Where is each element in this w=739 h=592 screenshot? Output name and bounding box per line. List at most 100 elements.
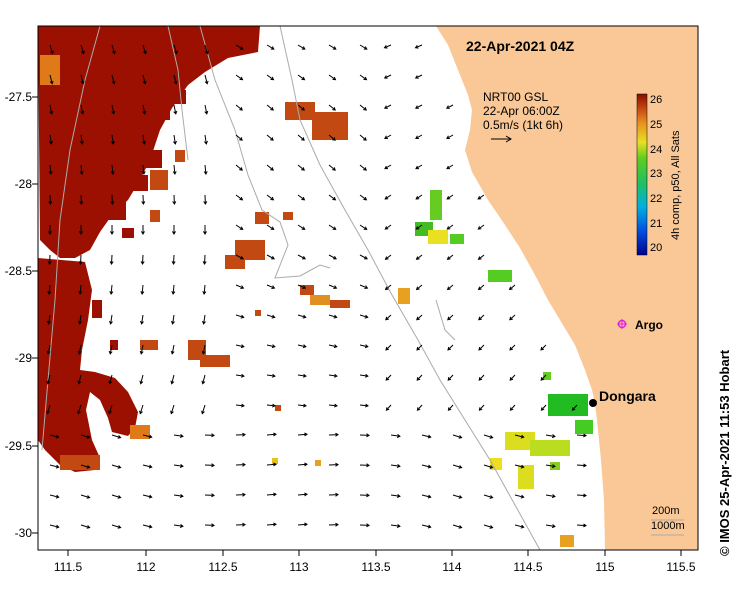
current-arrow-head xyxy=(304,462,308,467)
current-arrow-head xyxy=(384,195,389,200)
current-arrow-head xyxy=(385,346,390,351)
current-arrow xyxy=(297,284,306,289)
current-arrow-head xyxy=(242,432,246,437)
current-arrow-head xyxy=(551,494,556,499)
current-arrow-head xyxy=(239,107,243,111)
current-arrow-head xyxy=(364,285,369,289)
current-arrow-head xyxy=(571,407,576,411)
current-arrow xyxy=(297,523,308,526)
current-arrow-head xyxy=(363,76,368,81)
current-arrow xyxy=(111,434,121,439)
current-arrow-head xyxy=(55,494,60,499)
current-arrow xyxy=(540,344,547,351)
current-arrow-head xyxy=(86,525,91,529)
current-arrow-head xyxy=(478,407,483,411)
current-arrow xyxy=(47,344,51,354)
current-arrow-head xyxy=(47,290,52,295)
current-arrow xyxy=(266,493,277,496)
current-arrow xyxy=(79,284,82,295)
current-arrow-head xyxy=(78,290,83,295)
current-arrow-head xyxy=(109,261,114,265)
current-arrow-head xyxy=(583,433,587,438)
current-arrow xyxy=(359,134,367,141)
current-arrow-head xyxy=(478,316,482,321)
map-frame xyxy=(37,25,699,551)
current-arrow-head xyxy=(202,261,207,265)
credit-text: © IMOS 25-Apr-2021 11:53 Hobart xyxy=(717,349,732,556)
current-arrow-head xyxy=(332,196,337,201)
current-arrow-head xyxy=(427,434,432,439)
current-arrow-head xyxy=(240,255,244,260)
current-arrow xyxy=(541,404,547,411)
current-arrow-head xyxy=(385,316,389,321)
current-arrow xyxy=(109,374,113,384)
current-arrow xyxy=(415,164,423,170)
current-arrow-head xyxy=(242,522,246,527)
current-arrow xyxy=(266,134,274,141)
current-arrow xyxy=(80,134,83,144)
current-arrow-head xyxy=(477,195,482,200)
current-arrow-head xyxy=(478,377,483,381)
current-arrow-head xyxy=(49,80,54,85)
current-arrow xyxy=(359,104,367,111)
current-arrow-head xyxy=(148,464,153,469)
current-arrow-head xyxy=(415,195,420,200)
current-arrow xyxy=(142,104,146,114)
current-arrow xyxy=(173,464,183,467)
current-arrow xyxy=(202,344,206,354)
current-arrow-head xyxy=(364,255,368,260)
y-tick-label: -30 xyxy=(14,526,32,540)
current-arrow xyxy=(235,254,244,260)
current-arrow-head xyxy=(270,46,275,50)
current-arrow-head xyxy=(80,80,85,85)
current-arrow xyxy=(510,404,516,411)
current-arrow xyxy=(266,463,277,466)
current-arrow-head xyxy=(240,344,245,349)
current-arrow-head xyxy=(204,80,209,85)
current-arrow xyxy=(49,464,59,468)
current-arrow-head xyxy=(108,350,113,355)
current-arrow xyxy=(266,433,277,436)
map-title: 22-Apr-2021 04Z xyxy=(466,38,575,54)
current-arrow-head xyxy=(211,523,215,528)
x-tick-label: 112 xyxy=(136,560,156,574)
current-arrow xyxy=(266,164,274,171)
current-arrow-head xyxy=(273,432,277,437)
current-arrow xyxy=(514,434,524,438)
current-arrow xyxy=(203,314,206,324)
current-arrow xyxy=(478,284,485,290)
current-arrow-head xyxy=(48,171,53,175)
current-arrow-head xyxy=(332,76,337,81)
current-arrow xyxy=(390,434,400,437)
x-tick-label: 111.5 xyxy=(53,560,83,574)
current-arrow xyxy=(110,314,113,324)
argo-marker xyxy=(617,319,627,329)
current-arrow xyxy=(297,314,306,318)
current-arrow xyxy=(266,404,276,407)
current-arrow-head xyxy=(239,46,244,50)
current-arrow xyxy=(386,404,392,411)
current-arrow-head xyxy=(46,410,50,415)
current-arrow-head xyxy=(385,407,390,411)
current-arrow-head xyxy=(477,226,482,230)
current-arrow-head xyxy=(270,137,274,141)
current-arrow-head xyxy=(55,434,60,439)
current-arrow xyxy=(416,254,423,260)
current-arrow xyxy=(509,344,516,351)
current-arrow-head xyxy=(171,320,175,325)
current-arrow xyxy=(297,194,305,201)
current-arrow-head xyxy=(81,50,85,55)
current-arrow-head xyxy=(201,350,206,355)
current-arrow-head xyxy=(333,344,338,349)
current-arrow-head xyxy=(111,110,116,115)
current-arrow-head xyxy=(48,201,53,205)
current-arrow xyxy=(328,314,337,318)
current-arrow-head xyxy=(489,495,494,499)
current-legend-source: NRT00 GSL xyxy=(483,90,549,104)
current-arrow xyxy=(78,374,82,384)
current-arrow xyxy=(452,464,462,469)
current-arrow xyxy=(235,284,244,289)
current-arrow xyxy=(46,404,51,414)
current-arrow-head xyxy=(242,492,246,497)
current-arrow-head xyxy=(239,137,243,141)
